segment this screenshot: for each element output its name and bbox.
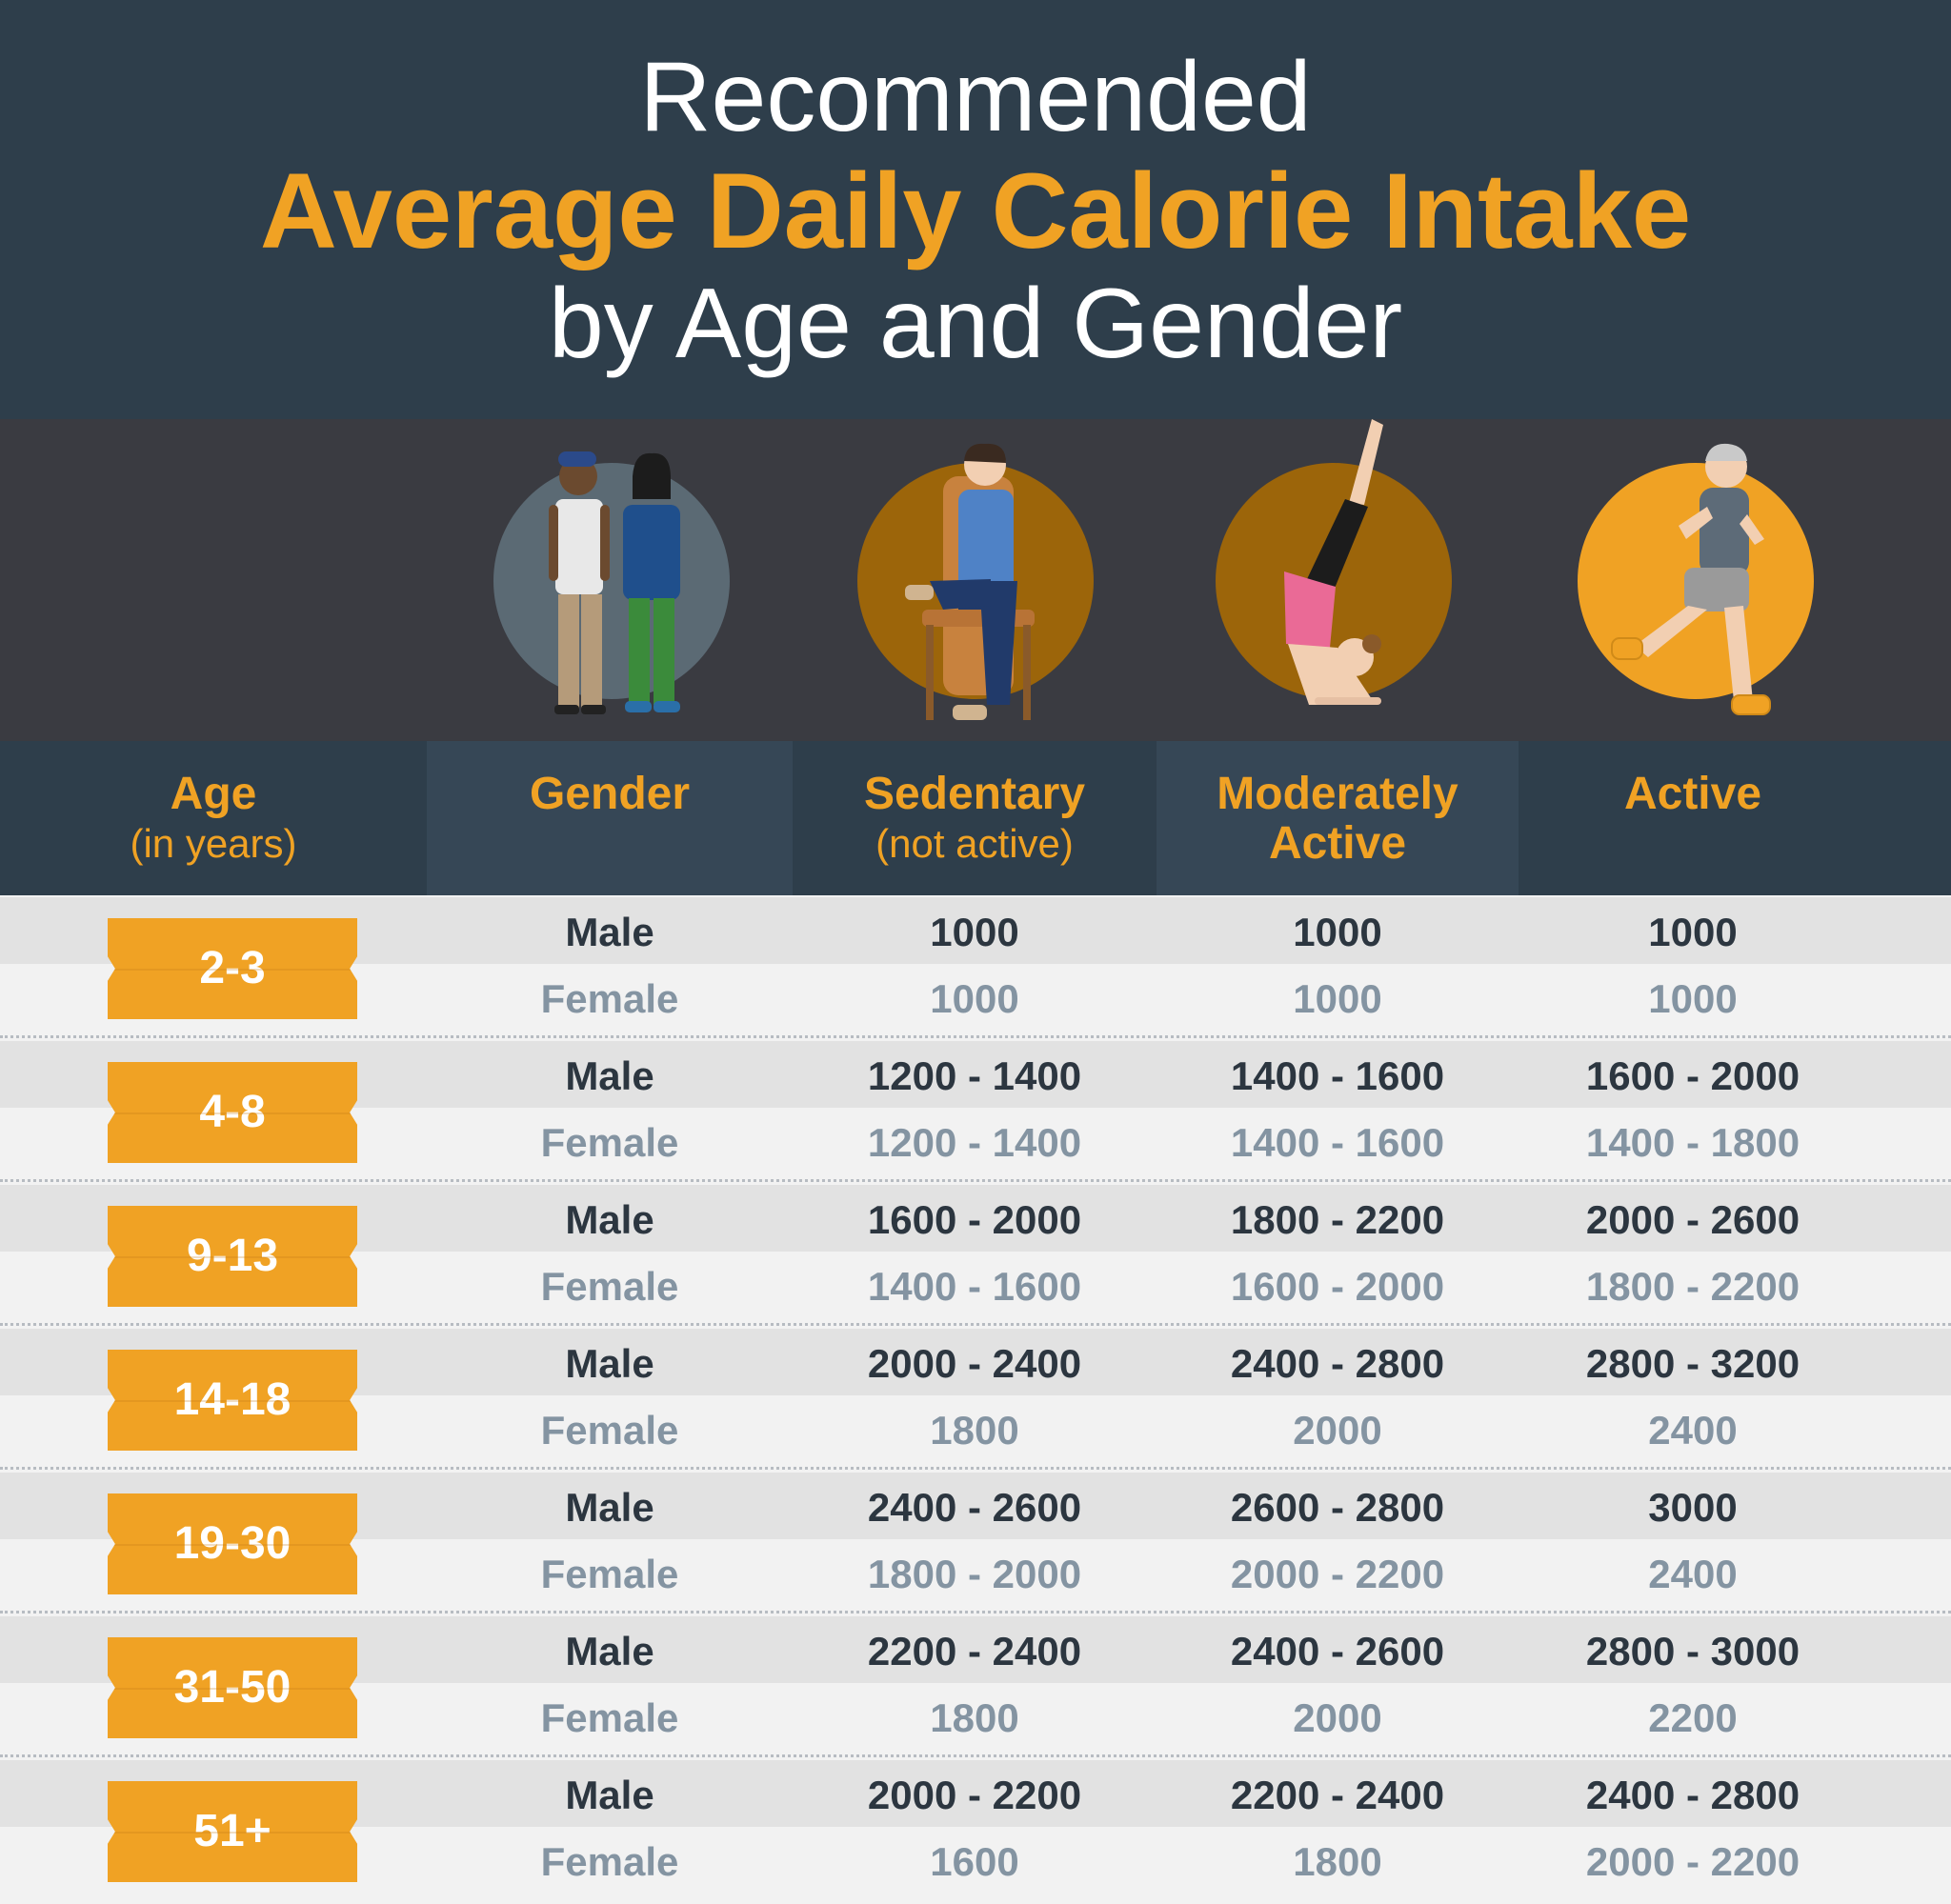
column-header-row: Age (in years) Gender Sedentary (not act… [0, 741, 1951, 895]
calorie-table: Male 1000 1000 1000 Female 1000 1000 1000 2-3 Mal… [0, 895, 1951, 1904]
active-cell: 3000 [1648, 1485, 1738, 1530]
sedentary-cell: 2000 - 2200 [867, 1773, 1082, 1817]
moderate-cell: 2000 [1293, 1408, 1382, 1453]
age-group-row: Male 1600 - 2000 1800 - 2200 2000 - 2600 Fem… [0, 1183, 1951, 1327]
title-line-recommended: Recommended [639, 42, 1312, 152]
sedentary-cell: 1600 [930, 1839, 1019, 1884]
age-group-row: Male 2200 - 2400 2400 - 2600 2800 - 3000 Fem… [0, 1614, 1951, 1758]
column-header-sedentary: Sedentary (not active) [793, 741, 1157, 895]
age-group-row: Male 1200 - 1400 1400 - 1600 1600 - 2000 Fem… [0, 1039, 1951, 1183]
gender-cell: Male [565, 910, 654, 954]
gender-cell: Female [540, 1552, 679, 1596]
active-cell: 2200 [1648, 1695, 1738, 1740]
column-header-moderately-active: Moderately Active [1157, 741, 1519, 895]
active-cell: 2400 [1648, 1552, 1738, 1596]
age-tag: 2-3 [108, 918, 357, 1019]
moderate-cell: 1600 - 2000 [1230, 1264, 1445, 1309]
active-cell: 1800 - 2200 [1585, 1264, 1800, 1309]
moderate-cell: 1400 - 1600 [1230, 1120, 1445, 1165]
gender-cell: Male [565, 1197, 654, 1242]
sedentary-cell: 1000 [930, 976, 1019, 1021]
column-header-active: Active [1519, 741, 1951, 895]
moderate-cell: 1800 - 2200 [1230, 1197, 1445, 1242]
gender-cell: Female [540, 1264, 679, 1309]
active-cell: 2400 - 2800 [1585, 1773, 1800, 1817]
age-tag: 14-18 [108, 1350, 357, 1451]
gender-cell: Female [540, 1839, 679, 1884]
age-tag: 19-30 [108, 1493, 357, 1594]
title-banner: Recommended Average Daily Calorie Intake… [0, 0, 1951, 419]
sedentary-cell: 1000 [930, 910, 1019, 954]
gender-cell: Female [540, 1408, 679, 1453]
column-header-age: Age (in years) [0, 741, 427, 895]
gender-cell: Female [540, 1695, 679, 1740]
group-divider [0, 1323, 1951, 1326]
active-cell: 2400 [1648, 1408, 1738, 1453]
active-cell: 2800 - 3000 [1585, 1629, 1800, 1674]
moderate-cell: 1800 [1293, 1839, 1382, 1884]
gender-cell: Female [540, 1120, 679, 1165]
title-line-main: Average Daily Calorie Intake [259, 151, 1692, 271]
active-cell: 2000 - 2200 [1585, 1839, 1800, 1884]
active-cell: 1600 - 2000 [1585, 1053, 1800, 1098]
age-group-row: Male 2000 - 2200 2200 - 2400 2400 - 2800 Fem… [0, 1758, 1951, 1902]
sitting-man-icon [857, 443, 1094, 720]
illustration-band [0, 419, 1951, 741]
moderate-cell: 2400 - 2600 [1230, 1629, 1445, 1674]
active-cell: 2000 - 2600 [1585, 1197, 1800, 1242]
group-divider [0, 1467, 1951, 1470]
sedentary-cell: 1200 - 1400 [867, 1120, 1082, 1165]
moderate-cell: 2400 - 2800 [1230, 1341, 1445, 1386]
age-tag: 9-13 [108, 1206, 357, 1307]
moderate-cell: 2600 - 2800 [1230, 1485, 1445, 1530]
title-line-subtitle: by Age and Gender [548, 269, 1403, 379]
group-divider [0, 1754, 1951, 1757]
running-man-icon [1578, 443, 1814, 715]
moderate-cell: 2000 - 2200 [1230, 1552, 1445, 1596]
active-cell: 1000 [1648, 976, 1738, 1021]
age-group-row: Male 2400 - 2600 2600 - 2800 3000 Female 1800… [0, 1471, 1951, 1614]
moderate-cell: 1000 [1293, 910, 1382, 954]
sedentary-cell: 2200 - 2400 [867, 1629, 1082, 1674]
sedentary-cell: 1200 - 1400 [867, 1053, 1082, 1098]
people-icon [493, 451, 730, 714]
age-tag: 31-50 [108, 1637, 357, 1738]
moderate-cell: 2000 [1293, 1695, 1382, 1740]
sedentary-cell: 1600 - 2000 [867, 1197, 1082, 1242]
male-row: Male 2200 - 2400 2400 - 2600 2800 - 3000 [0, 1616, 1951, 1683]
gender-cell: Male [565, 1053, 654, 1098]
yoga-woman-icon [1216, 419, 1452, 705]
age-group-row: Male 2000 - 2400 2400 - 2800 2800 - 3200 Fem… [0, 1327, 1951, 1471]
sedentary-cell: 1800 [930, 1408, 1019, 1453]
gender-cell: Male [565, 1629, 654, 1674]
moderate-cell: 1400 - 1600 [1230, 1053, 1445, 1098]
gender-cell: Female [540, 976, 679, 1021]
age-group-row: Male 1000 1000 1000 Female 1000 1000 1000 2-3 [0, 895, 1951, 1039]
active-cell: 2800 - 3200 [1585, 1341, 1800, 1386]
group-divider [0, 1035, 1951, 1038]
sedentary-cell: 1800 - 2000 [867, 1552, 1082, 1596]
sedentary-cell: 2400 - 2600 [867, 1485, 1082, 1530]
active-cell: 1000 [1648, 910, 1738, 954]
gender-cell: Male [565, 1341, 654, 1386]
sedentary-cell: 1400 - 1600 [867, 1264, 1082, 1309]
active-cell: 1400 - 1800 [1585, 1120, 1800, 1165]
sedentary-cell: 2000 - 2400 [867, 1341, 1082, 1386]
moderate-cell: 1000 [1293, 976, 1382, 1021]
column-header-gender: Gender [427, 741, 793, 895]
group-divider [0, 1179, 1951, 1182]
gender-cell: Male [565, 1773, 654, 1817]
gender-cell: Male [565, 1485, 654, 1530]
sedentary-cell: 1800 [930, 1695, 1019, 1740]
moderate-cell: 2200 - 2400 [1230, 1773, 1445, 1817]
age-tag: 4-8 [108, 1062, 357, 1163]
group-divider [0, 1611, 1951, 1613]
age-tag: 51+ [108, 1781, 357, 1882]
